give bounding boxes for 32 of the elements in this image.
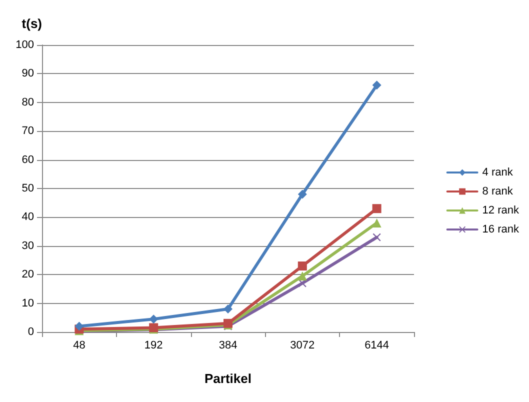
y-tick-label: 50 xyxy=(22,182,34,194)
legend-label: 16 rank xyxy=(482,224,520,236)
point xyxy=(372,204,382,214)
y-tick-label: 40 xyxy=(22,211,34,224)
point xyxy=(224,304,232,314)
y-tick-label: 60 xyxy=(22,154,34,166)
x-tick-label: 192 xyxy=(144,340,163,352)
point xyxy=(372,218,382,228)
y-tick-label: 20 xyxy=(22,268,34,281)
x-axis-title: Partikel xyxy=(204,371,252,386)
legend-label: 4 rank xyxy=(482,166,514,178)
x-tick-label: 384 xyxy=(218,340,238,352)
y-axis-title: t(s) xyxy=(22,16,42,31)
y-tick-label: 100 xyxy=(16,39,34,51)
y-tick-label: 0 xyxy=(28,326,34,338)
x-tick-label: 3072 xyxy=(290,340,315,352)
y-tick-label: 30 xyxy=(22,240,34,252)
point xyxy=(372,233,381,242)
point xyxy=(149,314,158,324)
x-tick-label: 48 xyxy=(73,340,86,352)
y-tick-label: 90 xyxy=(22,68,34,80)
point xyxy=(298,190,307,199)
point xyxy=(372,80,382,90)
point xyxy=(298,272,307,281)
legend-label: 12 rank xyxy=(482,204,520,216)
y-tick-label: 70 xyxy=(22,125,34,138)
legend-label: 8 rank xyxy=(482,186,514,198)
point xyxy=(298,261,307,270)
x-tick-label: 6144 xyxy=(364,340,390,352)
point xyxy=(74,322,84,331)
y-tick-label: 80 xyxy=(22,96,34,108)
y-tick-label: 10 xyxy=(22,297,34,310)
